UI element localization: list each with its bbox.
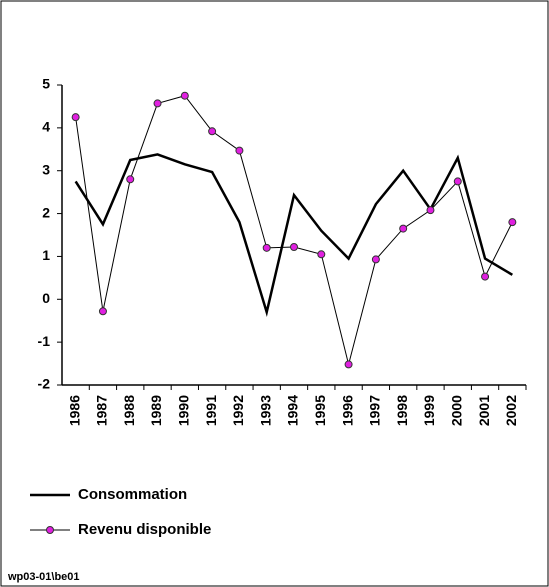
consommation-line [74, 153, 513, 317]
footnote: wp03-01\be01 [7, 571, 80, 583]
point [453, 177, 462, 186]
point [290, 243, 298, 251]
x-tick-label: 1987 [94, 395, 110, 426]
point [235, 146, 244, 155]
x-tick-label: 1989 [148, 395, 164, 426]
revenu-line [75, 95, 513, 365]
x-tick-label: 1999 [421, 395, 437, 426]
x-tick-label: 2002 [503, 395, 519, 426]
y-tick-label: 1 [42, 247, 50, 263]
x-tick-label: 2001 [476, 395, 492, 426]
legend-marker [46, 526, 54, 534]
x-tick-label: 2000 [448, 395, 464, 426]
point [426, 206, 435, 215]
x-tick-label: 1992 [230, 395, 246, 426]
point [508, 218, 517, 227]
x-tick-label: 1991 [203, 395, 219, 426]
legend-label: Revenu disponible [78, 521, 211, 538]
y-tick-label: 5 [42, 76, 50, 92]
point [208, 127, 217, 136]
x-tick-label: 1998 [394, 395, 410, 426]
point [262, 243, 271, 252]
x-tick-label: 1994 [285, 395, 301, 426]
point [371, 255, 380, 264]
y-tick-label: -1 [38, 333, 51, 349]
x-tick-label: 1990 [176, 395, 192, 426]
x-tick-label: 1997 [367, 395, 383, 426]
y-tick-label: 4 [42, 119, 50, 135]
x-tick-label: 1996 [339, 395, 355, 426]
point [180, 91, 189, 100]
point [399, 224, 408, 233]
x-tick-label: 1995 [312, 395, 328, 426]
legend-label: Consommation [78, 486, 187, 503]
x-tick-label: 1986 [66, 395, 82, 426]
y-tick-label: 2 [42, 204, 50, 220]
point [71, 113, 80, 122]
point [481, 272, 490, 281]
point [317, 250, 326, 259]
y-tick-label: 0 [42, 290, 50, 306]
x-tick-label: 1988 [121, 395, 137, 426]
point [98, 307, 107, 316]
point [344, 360, 353, 369]
y-tick-label: -2 [38, 376, 51, 392]
x-tick-label: 1993 [257, 395, 273, 426]
y-tick-label: 3 [42, 161, 50, 177]
point [126, 175, 135, 184]
point [153, 99, 162, 108]
